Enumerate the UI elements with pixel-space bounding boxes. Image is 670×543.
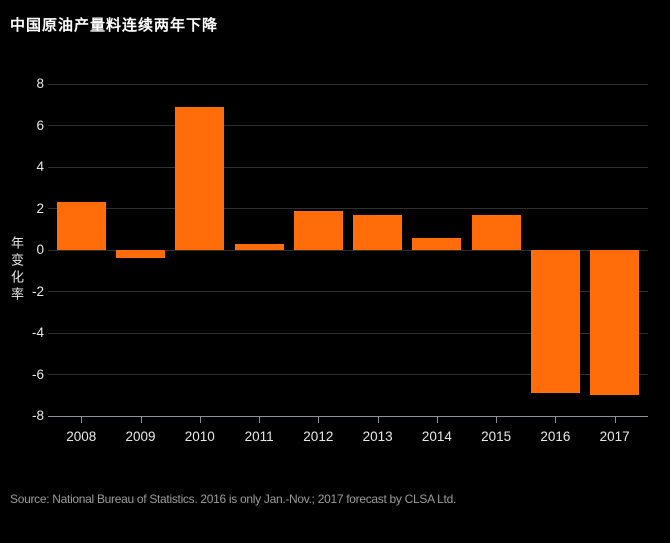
gridline-8	[48, 83, 648, 85]
x-tick	[81, 417, 83, 423]
y-tick-label: -2	[31, 283, 44, 299]
y-tick-label: 4	[36, 159, 44, 174]
bar-2010	[175, 106, 225, 250]
y-axis-title: 年变化率	[9, 236, 24, 304]
bar-2015	[471, 214, 521, 250]
x-tick-label: 2010	[184, 429, 215, 444]
gridline--6	[48, 374, 648, 375]
x-tick-label: 2017	[599, 429, 630, 444]
bar-2009	[116, 250, 166, 259]
gridline-6	[48, 125, 648, 126]
bar-2008	[56, 202, 106, 250]
y-tick-label: 8	[36, 76, 44, 91]
bar-2012	[293, 210, 343, 250]
gridline--2	[48, 291, 648, 292]
bar-2013	[353, 214, 403, 250]
y-tick-label: -8	[31, 408, 44, 423]
bar-2017	[590, 250, 640, 396]
chart-title: 中国原油产量料连续两年下降	[10, 17, 219, 34]
x-tick	[555, 417, 557, 423]
x-tick	[614, 417, 616, 423]
x-tick	[377, 417, 379, 423]
y-tick-label: -4	[31, 325, 44, 340]
y-tick-label: 2	[36, 200, 44, 216]
x-tick-label: 2012	[303, 429, 334, 444]
x-axis-line	[48, 415, 648, 417]
x-tick-label: 2015	[481, 429, 512, 444]
gridline-2	[48, 208, 648, 209]
gridline-4	[48, 166, 648, 168]
x-tick-label: 2008	[66, 429, 97, 444]
x-tick	[259, 417, 261, 423]
y-tick-label: 0	[36, 242, 44, 257]
bar-2016	[530, 250, 580, 394]
gridline--4	[48, 332, 648, 334]
source-note: Source: National Bureau of Statistics. 2…	[10, 492, 457, 506]
x-tick-label: 2013	[362, 429, 393, 444]
x-tick	[496, 417, 498, 423]
gridline-0	[48, 249, 648, 251]
x-tick-label: 2016	[540, 429, 571, 444]
y-tick-label: 6	[36, 117, 44, 133]
x-tick	[318, 417, 320, 423]
x-tick-label: 2009	[125, 429, 156, 444]
bar-2011	[234, 243, 284, 250]
x-tick-label: 2014	[421, 429, 452, 444]
bar-2014	[412, 237, 462, 250]
x-tick	[199, 417, 201, 423]
x-tick	[140, 417, 142, 423]
x-tick-label: 2011	[244, 429, 274, 444]
y-tick-label: -6	[31, 366, 44, 382]
x-tick	[436, 417, 438, 423]
